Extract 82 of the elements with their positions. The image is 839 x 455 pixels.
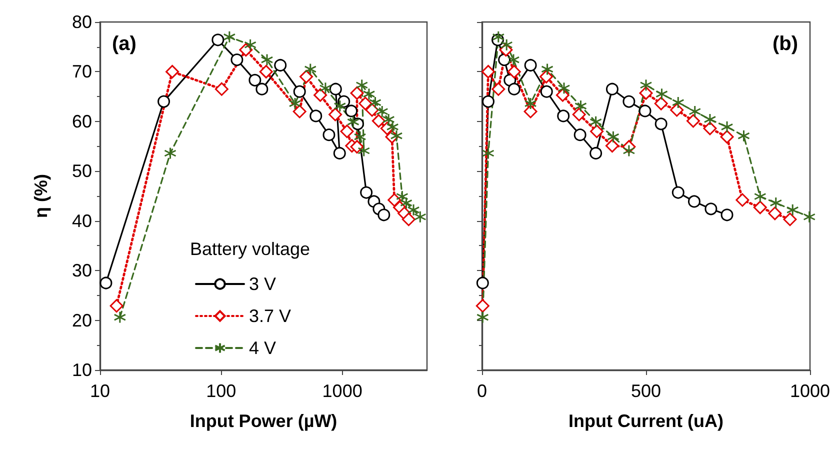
point [686, 114, 700, 128]
point [786, 204, 799, 216]
legend-label: 3.7 V [249, 306, 292, 326]
point [622, 95, 636, 108]
point [476, 276, 489, 290]
point [654, 118, 668, 130]
y-tick-label: 60 [72, 111, 92, 132]
point [688, 195, 700, 208]
point [482, 95, 494, 108]
x-axis-title: Input Current (uA) [568, 411, 724, 431]
point [654, 96, 668, 110]
point [803, 210, 816, 224]
point [590, 147, 602, 160]
point [500, 38, 513, 52]
point [754, 190, 766, 203]
point [590, 124, 604, 138]
point [768, 206, 782, 220]
point [540, 70, 554, 84]
point [672, 186, 684, 199]
x-tick-label: 500 [630, 381, 662, 401]
x-tick-label: 1000 [790, 381, 830, 401]
point [508, 82, 520, 96]
y-tick-label: 80 [72, 12, 92, 32]
y-axis-title: η (%) [31, 174, 51, 218]
point [720, 130, 734, 144]
point [638, 104, 652, 118]
point [720, 208, 734, 222]
point [481, 64, 495, 78]
point [737, 130, 750, 142]
y-tick-label: 20 [72, 310, 92, 330]
point [492, 30, 505, 44]
y-tick-label: 10 [72, 360, 92, 380]
point [640, 78, 652, 92]
x-tick-label: 10 [90, 381, 110, 401]
point [670, 103, 684, 117]
point [574, 128, 586, 142]
point [476, 311, 489, 324]
point [720, 120, 734, 134]
point [688, 105, 702, 118]
point [622, 144, 636, 158]
point [574, 100, 587, 112]
point [736, 193, 750, 207]
point [540, 85, 553, 98]
x-tick-label: 1000 [322, 381, 362, 401]
point [476, 299, 490, 313]
point [639, 86, 653, 100]
point [572, 108, 586, 122]
point [524, 97, 537, 110]
point [556, 88, 570, 102]
point [524, 59, 537, 72]
annotation: (b) [772, 33, 798, 55]
x-tick-label: 0 [476, 381, 488, 401]
point [524, 104, 538, 118]
point [482, 146, 494, 160]
legend-label: 3 V [249, 274, 276, 294]
point [753, 200, 767, 214]
x-axis-title: Input Power (µW) [190, 411, 338, 431]
point [507, 64, 521, 78]
point [606, 130, 620, 144]
y-tick-label: 40 [72, 210, 92, 231]
point [557, 110, 570, 122]
point [541, 62, 554, 76]
point [704, 113, 716, 126]
point [590, 116, 602, 128]
point [492, 82, 506, 96]
y-tick-label: 50 [72, 161, 92, 182]
point [704, 202, 718, 216]
legend-label: 4 V [249, 338, 276, 358]
annotation: (a) [112, 33, 136, 55]
y-tick-label: 30 [72, 260, 92, 281]
point [605, 139, 619, 153]
point [558, 82, 570, 94]
legend-title: Battery voltage [190, 239, 310, 259]
point [606, 82, 618, 96]
y-tick-label: 70 [72, 62, 92, 82]
point [672, 96, 684, 109]
point [783, 212, 797, 226]
point [703, 122, 717, 136]
point [655, 88, 668, 100]
point [770, 196, 782, 210]
point [507, 54, 520, 66]
x-tick-label: 100 [206, 381, 236, 401]
